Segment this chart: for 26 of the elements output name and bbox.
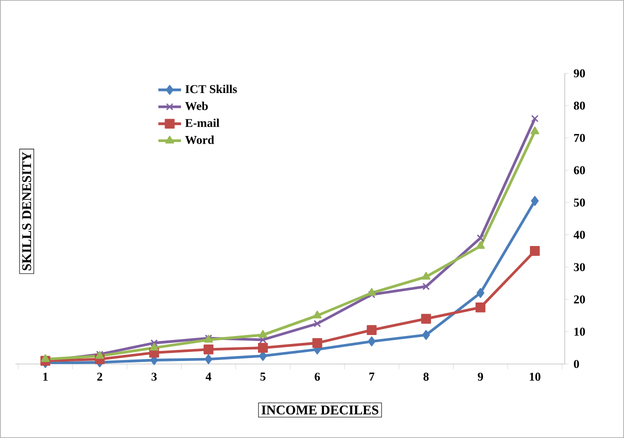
y-tick-label: 70	[574, 134, 585, 142]
x-tick-label: 5	[260, 372, 266, 381]
x-axis-title: INCOME DECILES	[262, 406, 378, 414]
x-tick-label: 8	[423, 372, 429, 381]
y-tick-label: 60	[574, 166, 585, 174]
y-tick-label: 80	[574, 102, 585, 110]
x-tick-label: 3	[152, 372, 157, 381]
x-tick-label: 9	[478, 372, 484, 381]
y-tick-label: 30	[574, 263, 585, 272]
legend-label: ICT Skills	[185, 84, 237, 94]
y-tick-label: 0	[574, 360, 579, 368]
x-tick-label: 6	[314, 372, 320, 381]
legend-label: E-mail	[185, 118, 220, 128]
legend-label: Web	[185, 102, 208, 110]
x-tick-label: 10	[530, 372, 540, 381]
x-tick-label: 1	[43, 372, 48, 381]
x-tick-label: 2	[97, 372, 102, 381]
y-tick-label: 50	[574, 198, 585, 207]
x-tick-label: 4	[206, 372, 212, 381]
y-tick-label: 20	[574, 295, 585, 304]
y-tick-label: 40	[574, 230, 585, 239]
y-tick-label: 90	[574, 69, 585, 78]
y-axis-title: SKILLS DENESITY	[22, 152, 32, 270]
y-tick-label: 10	[574, 328, 585, 336]
legend-label: Word	[185, 136, 214, 144]
x-tick-label: 7	[369, 372, 374, 381]
